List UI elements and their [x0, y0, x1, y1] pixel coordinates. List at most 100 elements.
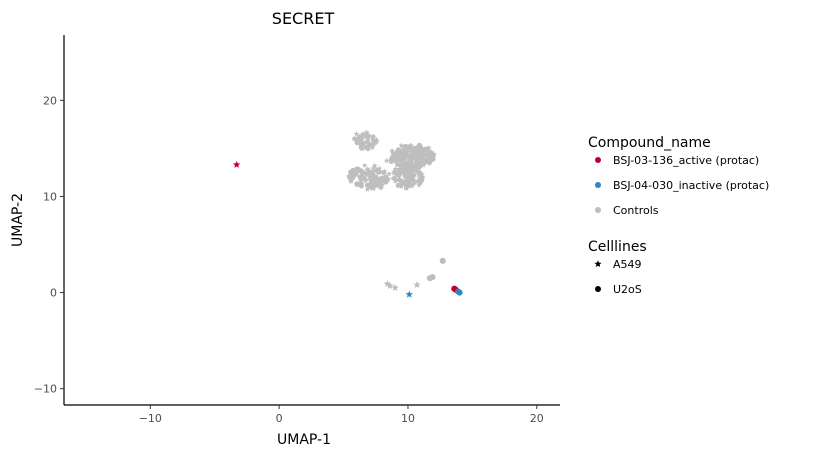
data-point: [403, 147, 409, 153]
data-point: [370, 185, 377, 191]
chart-title: SECRET: [272, 9, 335, 28]
x-tick-label: 0: [276, 412, 283, 425]
y-axis-ticks: −10 0 10 20: [34, 94, 64, 396]
data-point: [426, 156, 432, 162]
data-point: [386, 281, 394, 289]
x-axis-ticks: −10 0 10 20: [139, 405, 544, 425]
data-point: [357, 141, 364, 147]
data-point: [402, 164, 409, 171]
data-point: [370, 171, 377, 177]
data-point: [359, 146, 365, 152]
data-point: [403, 181, 409, 187]
data-point: [394, 161, 400, 168]
legend-title: Compound_name: [588, 135, 711, 151]
data-point: [379, 176, 385, 181]
data-point: [416, 182, 422, 188]
data-point: [409, 182, 415, 189]
series-bsj-03-136-active-protac-: [232, 160, 459, 293]
data-point: [361, 162, 368, 168]
plot-area: −10 0 10 20 −10 0 10 20: [34, 35, 560, 425]
data-point: [456, 289, 463, 296]
data-point: [405, 290, 413, 298]
data-point: [366, 184, 372, 191]
data-point: [348, 177, 355, 183]
legend-key-dot: [595, 182, 601, 188]
y-tick-label: 0: [50, 287, 57, 300]
data-point: [398, 142, 405, 148]
data-point: [359, 183, 364, 189]
data-point: [392, 177, 399, 183]
data-point: [394, 171, 400, 176]
data-point: [349, 173, 355, 180]
data-point: [365, 136, 372, 143]
y-tick-label: 10: [43, 190, 57, 203]
data-point: [366, 133, 371, 139]
data-point: [415, 153, 421, 159]
legend-entry-label: BSJ-03-136_active (protac): [613, 154, 759, 167]
data-point: [408, 166, 414, 172]
data-point: [406, 161, 412, 167]
data-point: [408, 156, 414, 162]
legend-entry-label: U2oS: [613, 283, 642, 296]
data-point: [424, 151, 431, 158]
legend-key-circle: [595, 286, 601, 292]
legend-entry-label: A549: [613, 258, 642, 271]
data-point: [390, 175, 396, 181]
data-point: [383, 179, 389, 185]
series-bsj-04-030-inactive-protac-: [405, 288, 463, 298]
data-point: [395, 183, 401, 188]
data-point: [426, 275, 433, 282]
data-point: [430, 151, 437, 157]
legend-entry-label: Controls: [613, 204, 659, 217]
data-point: [410, 176, 417, 183]
data-point: [396, 177, 402, 183]
legend-key-dot: [595, 157, 601, 163]
data-point: [362, 139, 369, 145]
data-point: [387, 157, 394, 164]
data-point: [362, 177, 369, 184]
data-point: [370, 134, 376, 140]
data-point: [391, 283, 399, 291]
legend-key-star: [594, 260, 602, 268]
data-point: [355, 168, 361, 174]
data-point: [376, 177, 383, 184]
data-point: [353, 131, 360, 137]
x-tick-label: 20: [530, 412, 544, 425]
data-point: [423, 146, 428, 152]
data-point: [376, 168, 383, 174]
data-point: [392, 154, 398, 160]
data-point: [383, 157, 390, 164]
data-point: [416, 171, 423, 177]
legend: Compound_name BSJ-03-136_active (protac) B…: [588, 135, 769, 296]
data-point: [413, 149, 420, 155]
data-point: [410, 171, 417, 178]
data-point: [439, 257, 446, 264]
data-point: [365, 143, 372, 150]
data-point: [345, 173, 352, 179]
data-point: [354, 181, 360, 188]
data-point: [370, 165, 377, 171]
data-point: [356, 135, 361, 141]
data-point: [366, 173, 373, 180]
y-tick-label: −10: [34, 383, 57, 396]
data-point: [364, 166, 371, 173]
data-point: [369, 144, 376, 151]
legend-title: Celllines: [588, 239, 647, 255]
data-point: [360, 168, 366, 174]
data-point: [403, 185, 409, 191]
data-point: [399, 158, 405, 163]
data-point: [400, 153, 406, 159]
data-point: [360, 174, 366, 180]
data-point: [420, 161, 426, 167]
data-point: [415, 145, 420, 151]
points-layer: [232, 129, 463, 298]
data-point: [364, 144, 370, 151]
data-point: [419, 155, 425, 161]
data-point: [409, 152, 415, 158]
data-point: [425, 144, 432, 151]
data-point: [360, 130, 366, 137]
data-point: [405, 174, 410, 179]
y-axis-title: UMAP-2: [10, 193, 26, 247]
data-point: [407, 145, 413, 150]
